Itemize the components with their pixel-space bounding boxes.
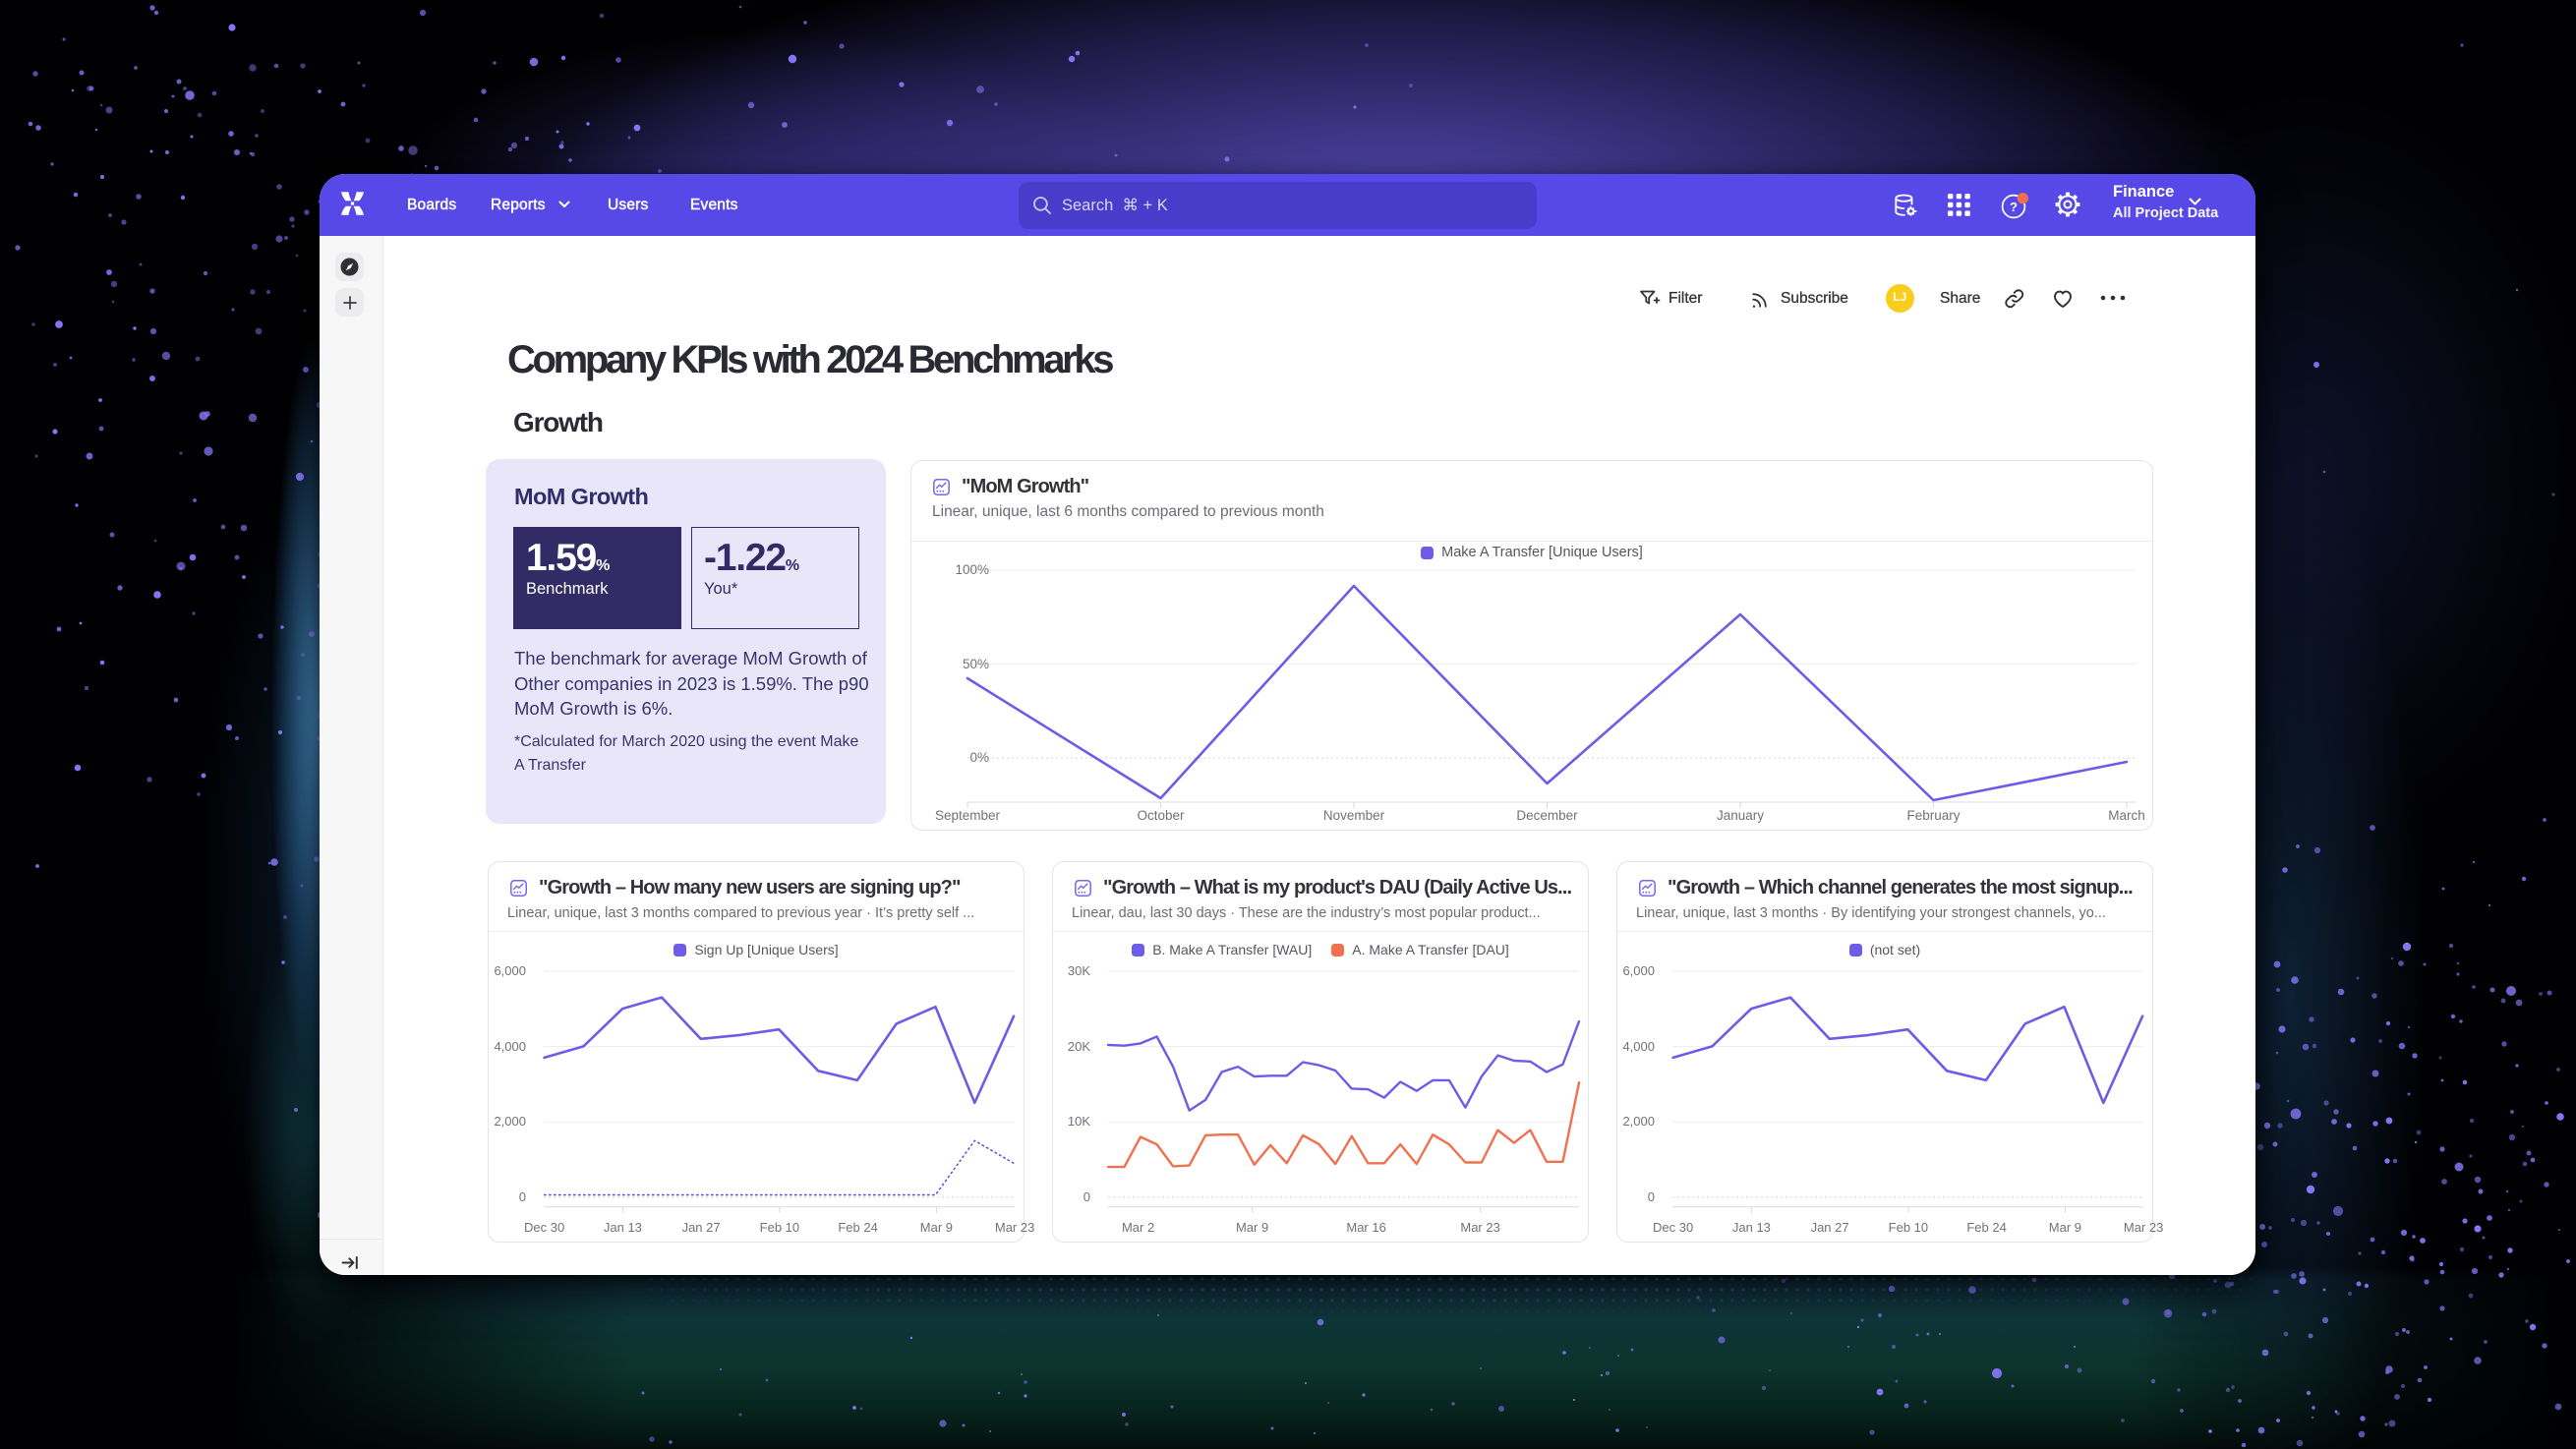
svg-text:?: ? <box>2010 200 2018 214</box>
